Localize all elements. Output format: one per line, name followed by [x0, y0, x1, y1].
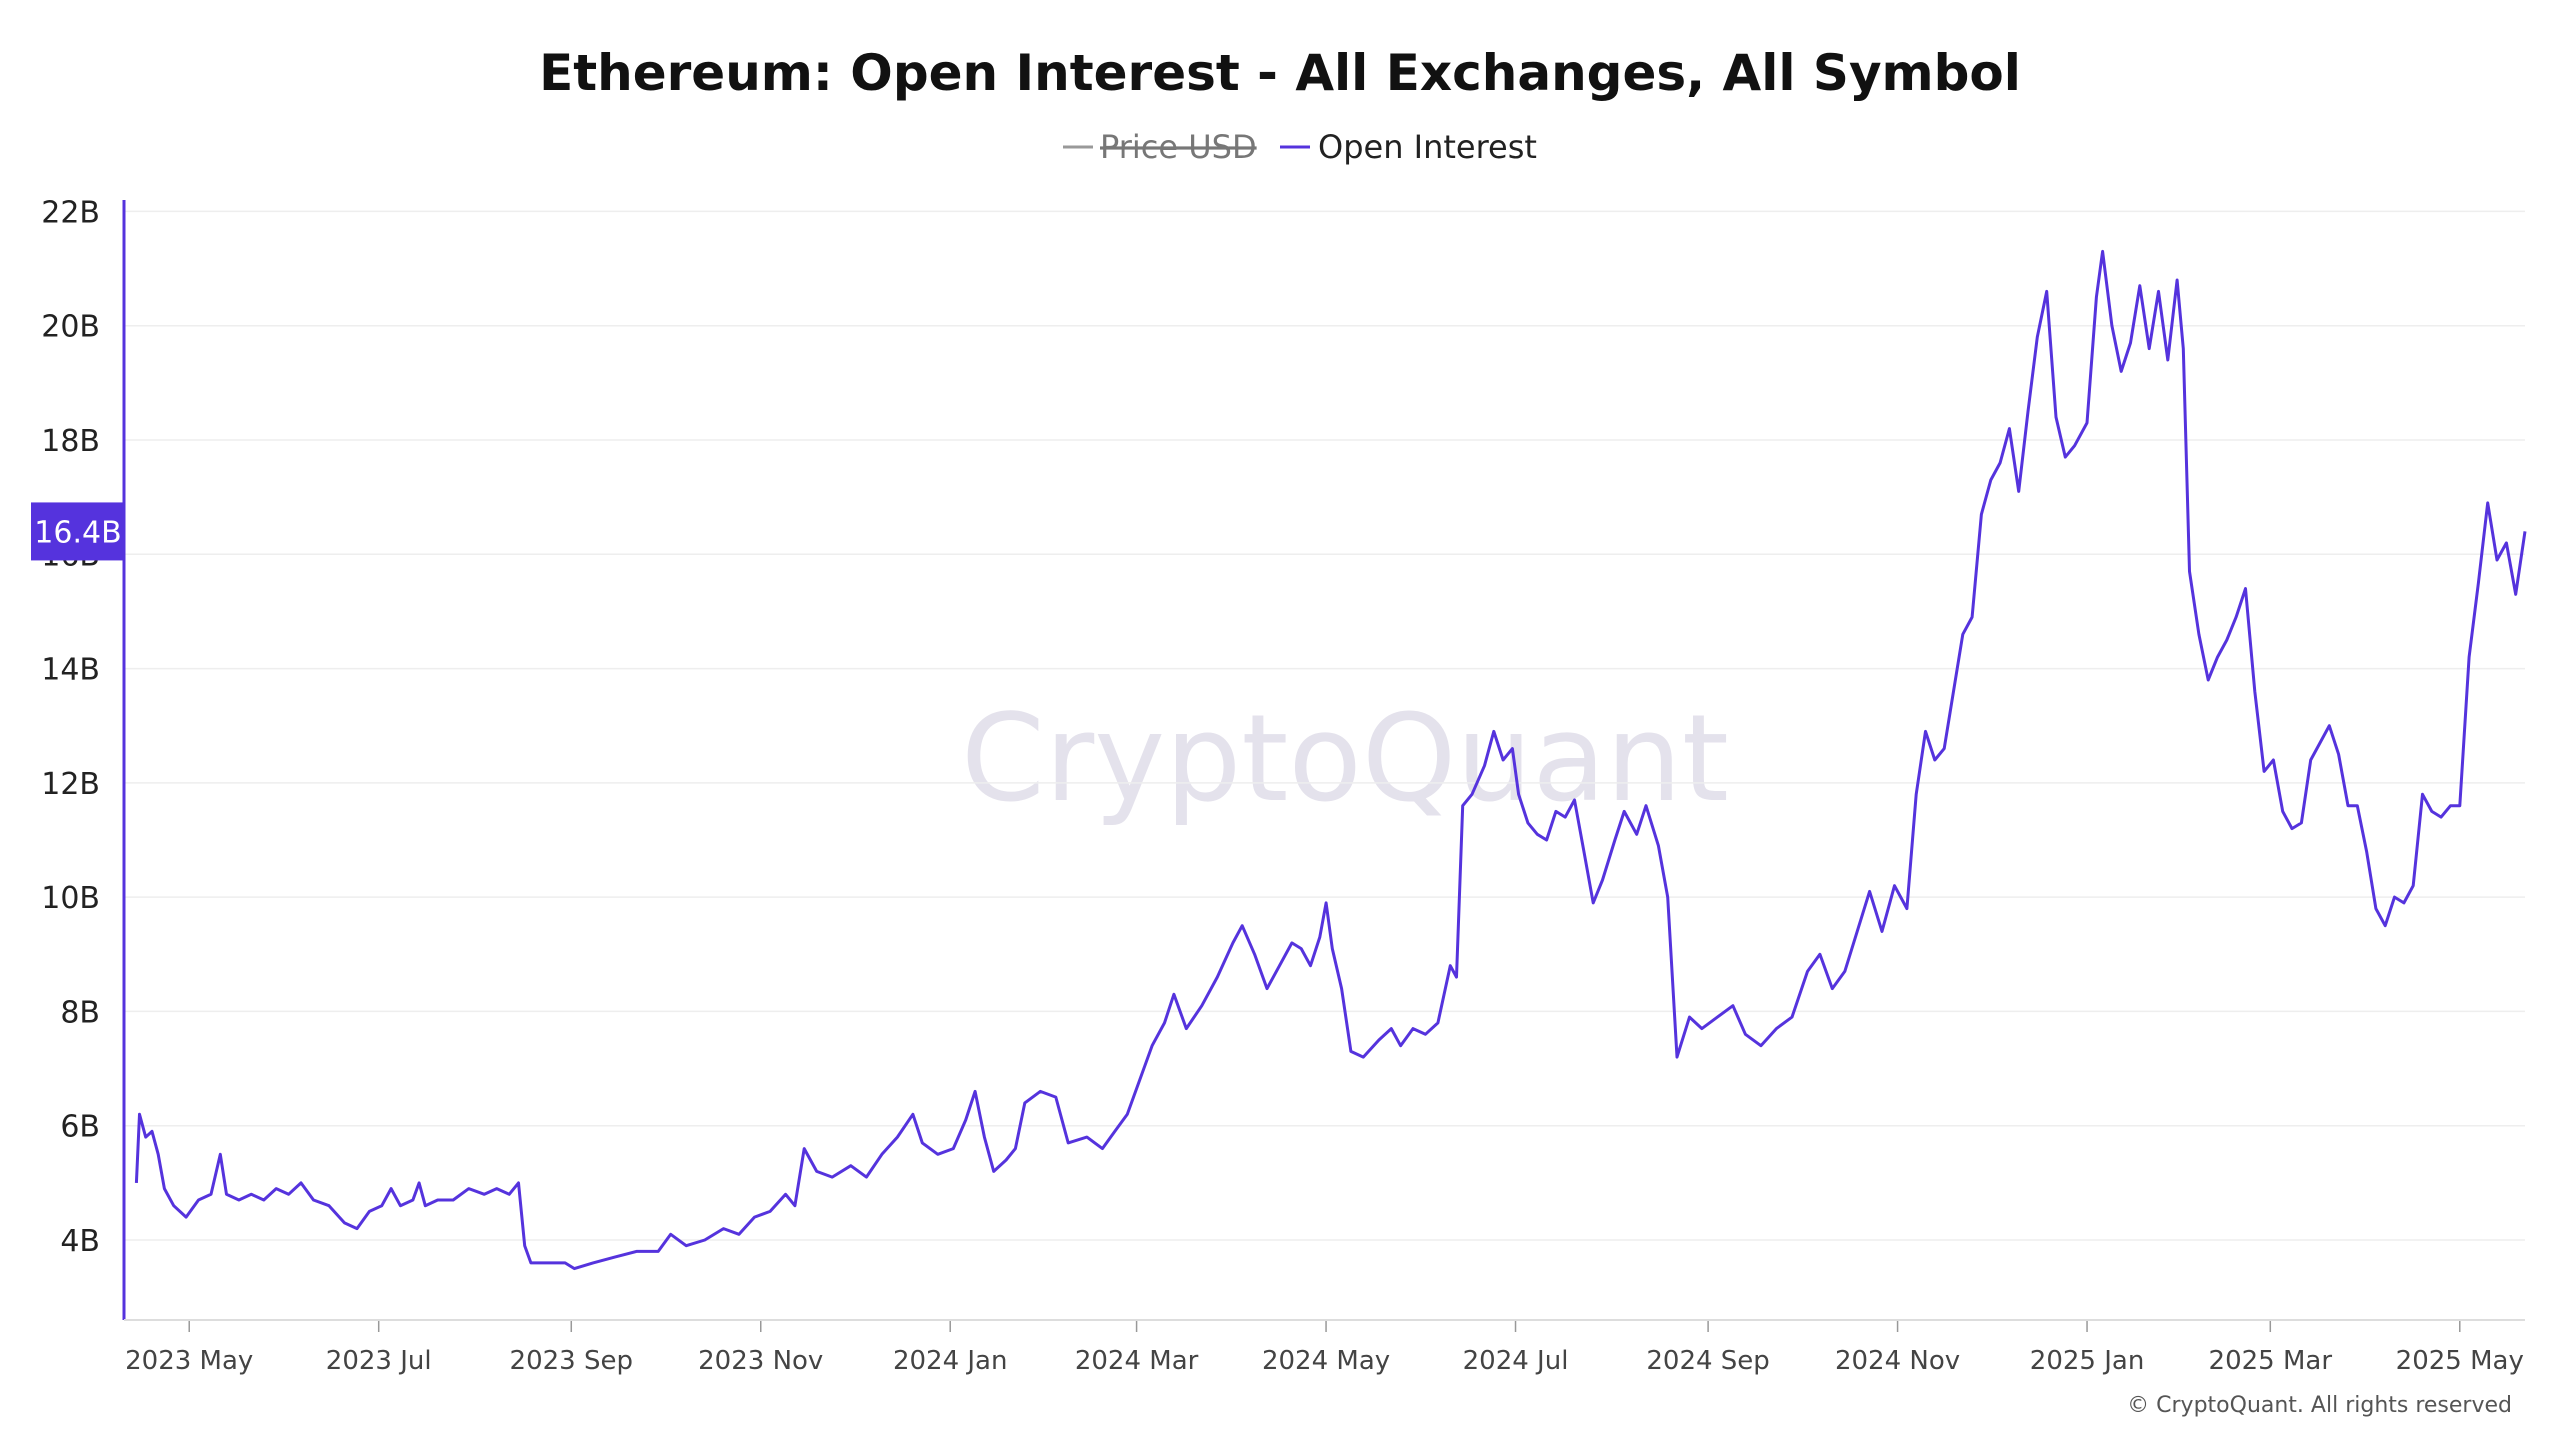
y-tick-label: 6B [60, 1110, 100, 1145]
x-tick-label: 2024 Jan [893, 1346, 1008, 1376]
x-tick-label: 2024 May [1262, 1346, 1390, 1376]
x-tick-label: 2023 Jul [326, 1346, 432, 1376]
x-tick-label: 2023 Nov [698, 1346, 823, 1376]
legend-label-price-usd: Price USD [1100, 128, 1257, 166]
legend-item-open-interest[interactable]: Open Interest [1280, 128, 1537, 166]
current-value-badge-bg [31, 502, 125, 561]
current-value-label: 16.4B [34, 515, 121, 550]
y-tick-label: 18B [41, 424, 100, 459]
x-tick-label: 2023 May [125, 1346, 253, 1376]
y-tick-label: 12B [41, 767, 100, 802]
y-tick-label: 20B [41, 310, 100, 345]
chart-title: Ethereum: Open Interest - All Exchanges,… [539, 44, 2021, 102]
current-value-badge: 16.4B [31, 502, 125, 561]
watermark: CryptoQuant [961, 690, 1729, 829]
copyright-notice: © CryptoQuant. All rights reserved [2127, 1393, 2512, 1418]
x-tick-label: 2024 Mar [1075, 1346, 1199, 1376]
y-tick-label: 22B [41, 195, 100, 230]
series-line-open-interest [134, 249, 2527, 1271]
x-tick-label: 2025 Jan [2030, 1346, 2145, 1376]
x-axis-ticks: 2023 May 2023 Jul 2023 Sep 2023 Nov 2024 Jan… [125, 1320, 2524, 1376]
legend-item-price-usd[interactable]: Price USD [1063, 128, 1257, 166]
legend-label-open-interest: Open Interest [1318, 128, 1537, 166]
x-tick-label: 2024 Jul [1463, 1346, 1569, 1376]
y-tick-label: 4B [60, 1224, 100, 1259]
y-tick-label: 8B [60, 995, 100, 1030]
x-tick-label: 2024 Sep [1646, 1346, 1769, 1376]
x-tick-label: 2025 May [2396, 1346, 2524, 1376]
x-tick-label: 2023 Sep [510, 1346, 633, 1376]
y-tick-label: 10B [41, 881, 100, 916]
y-tick-label: 14B [41, 653, 100, 688]
legend: Price USD Open Interest [1063, 128, 1537, 166]
x-tick-label: 2024 Nov [1835, 1346, 1960, 1376]
x-tick-label: 2025 Mar [2209, 1346, 2333, 1376]
y-axis-ticks: 4B6B8B10B12B14B16B18B20B22B [41, 195, 100, 1259]
